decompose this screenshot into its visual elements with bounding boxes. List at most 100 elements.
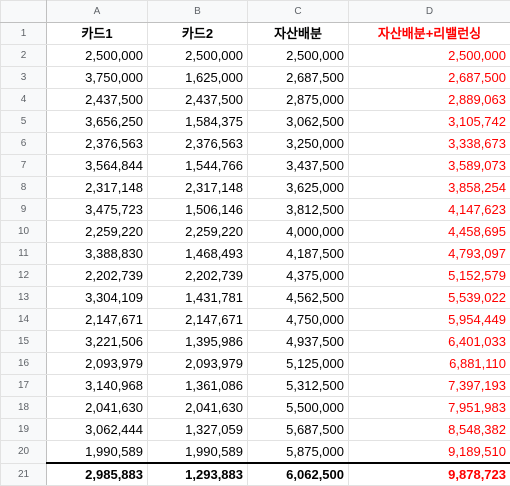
cell-allocation-rebalancing[interactable]: 2,889,063 <box>349 89 510 111</box>
cell-card1[interactable]: 3,062,444 <box>47 419 148 441</box>
row-header[interactable]: 13 <box>1 287 47 309</box>
cell-allocation[interactable]: 4,750,000 <box>248 309 349 331</box>
cell-card1[interactable]: 3,221,506 <box>47 331 148 353</box>
cell-card2[interactable]: 2,202,739 <box>148 265 248 287</box>
cell-card1[interactable]: 3,564,844 <box>47 155 148 177</box>
cell-allocation-rebalancing[interactable]: 6,881,110 <box>349 353 510 375</box>
cell-card2[interactable]: 2,376,563 <box>148 133 248 155</box>
cell-card2[interactable]: 1,431,781 <box>148 287 248 309</box>
row-header[interactable]: 21 <box>1 463 47 486</box>
cell-allocation-rebalancing[interactable]: 5,152,579 <box>349 265 510 287</box>
cell-allocation[interactable]: 4,187,500 <box>248 243 349 265</box>
row-header[interactable]: 16 <box>1 353 47 375</box>
row-header[interactable]: 5 <box>1 111 47 133</box>
cell-card2[interactable]: 2,500,000 <box>148 45 248 67</box>
cell-allocation[interactable]: 6,062,500 <box>248 463 349 486</box>
cell-allocation-rebalancing[interactable]: 9,878,723 <box>349 463 510 486</box>
cell-allocation[interactable]: 4,000,000 <box>248 221 349 243</box>
cell-card1[interactable]: 2,259,220 <box>47 221 148 243</box>
column-header-b[interactable]: B <box>148 1 248 23</box>
column-header-d[interactable]: D <box>349 1 510 23</box>
row-header[interactable]: 1 <box>1 23 47 45</box>
cell-card2[interactable]: 1,395,986 <box>148 331 248 353</box>
cell-allocation-rebalancing[interactable]: 4,147,623 <box>349 199 510 221</box>
row-header[interactable]: 10 <box>1 221 47 243</box>
row-header[interactable]: 9 <box>1 199 47 221</box>
cell-card2[interactable]: 1,506,146 <box>148 199 248 221</box>
row-header[interactable]: 3 <box>1 67 47 89</box>
cell-allocation-rebalancing[interactable]: 4,458,695 <box>349 221 510 243</box>
cell-card1[interactable]: 2,376,563 <box>47 133 148 155</box>
row-header[interactable]: 20 <box>1 441 47 464</box>
cell-card2[interactable]: 1,361,086 <box>148 375 248 397</box>
cell-allocation[interactable]: 2,687,500 <box>248 67 349 89</box>
cell-allocation[interactable]: 3,625,000 <box>248 177 349 199</box>
cell-allocation[interactable]: 3,250,000 <box>248 133 349 155</box>
cell-card1[interactable]: 2,500,000 <box>47 45 148 67</box>
cell-allocation[interactable]: 3,437,500 <box>248 155 349 177</box>
row-header[interactable]: 6 <box>1 133 47 155</box>
row-header[interactable]: 7 <box>1 155 47 177</box>
cell-card2[interactable]: 1,327,059 <box>148 419 248 441</box>
cell-allocation-rebalancing[interactable]: 7,397,193 <box>349 375 510 397</box>
cell-allocation-rebalancing[interactable]: 3,589,073 <box>349 155 510 177</box>
cell-allocation-rebalancing[interactable]: 3,338,673 <box>349 133 510 155</box>
cell-allocation-rebalancing[interactable]: 3,105,742 <box>349 111 510 133</box>
header-cell-allocation-rebalancing[interactable]: 자산배분+리밸런싱 <box>349 23 510 45</box>
cell-allocation-rebalancing[interactable]: 5,954,449 <box>349 309 510 331</box>
cell-card1[interactable]: 2,041,630 <box>47 397 148 419</box>
cell-card1[interactable]: 2,093,979 <box>47 353 148 375</box>
cell-allocation[interactable]: 4,375,000 <box>248 265 349 287</box>
cell-card2[interactable]: 2,317,148 <box>148 177 248 199</box>
row-header[interactable]: 18 <box>1 397 47 419</box>
cell-card1[interactable]: 3,656,250 <box>47 111 148 133</box>
cell-card2[interactable]: 2,093,979 <box>148 353 248 375</box>
cell-card1[interactable]: 3,304,109 <box>47 287 148 309</box>
cell-allocation-rebalancing[interactable]: 8,548,382 <box>349 419 510 441</box>
header-cell-card1[interactable]: 카드1 <box>47 23 148 45</box>
cell-allocation-rebalancing[interactable]: 9,189,510 <box>349 441 510 464</box>
cell-card1[interactable]: 3,750,000 <box>47 67 148 89</box>
cell-allocation[interactable]: 5,125,000 <box>248 353 349 375</box>
cell-card1[interactable]: 2,202,739 <box>47 265 148 287</box>
row-header[interactable]: 8 <box>1 177 47 199</box>
cell-card1[interactable]: 2,317,148 <box>47 177 148 199</box>
cell-allocation[interactable]: 5,875,000 <box>248 441 349 464</box>
cell-allocation[interactable]: 2,875,000 <box>248 89 349 111</box>
cell-allocation-rebalancing[interactable]: 2,500,000 <box>349 45 510 67</box>
cell-allocation[interactable]: 5,500,000 <box>248 397 349 419</box>
cell-allocation-rebalancing[interactable]: 6,401,033 <box>349 331 510 353</box>
cell-card2[interactable]: 1,468,493 <box>148 243 248 265</box>
cell-card1[interactable]: 2,985,883 <box>47 463 148 486</box>
cell-allocation[interactable]: 3,062,500 <box>248 111 349 133</box>
cell-allocation-rebalancing[interactable]: 2,687,500 <box>349 67 510 89</box>
cell-card1[interactable]: 3,140,968 <box>47 375 148 397</box>
row-header[interactable]: 12 <box>1 265 47 287</box>
row-header[interactable]: 14 <box>1 309 47 331</box>
row-header[interactable]: 4 <box>1 89 47 111</box>
cell-allocation[interactable]: 4,937,500 <box>248 331 349 353</box>
cell-allocation[interactable]: 3,812,500 <box>248 199 349 221</box>
cell-allocation-rebalancing[interactable]: 5,539,022 <box>349 287 510 309</box>
cell-allocation-rebalancing[interactable]: 7,951,983 <box>349 397 510 419</box>
cell-card2[interactable]: 2,041,630 <box>148 397 248 419</box>
cell-card1[interactable]: 3,388,830 <box>47 243 148 265</box>
cell-allocation[interactable]: 4,562,500 <box>248 287 349 309</box>
column-header-a[interactable]: A <box>47 1 148 23</box>
cell-allocation[interactable]: 5,312,500 <box>248 375 349 397</box>
cell-card2[interactable]: 1,625,000 <box>148 67 248 89</box>
row-header[interactable]: 17 <box>1 375 47 397</box>
row-header[interactable]: 11 <box>1 243 47 265</box>
cell-allocation-rebalancing[interactable]: 3,858,254 <box>349 177 510 199</box>
header-cell-card2[interactable]: 카드2 <box>148 23 248 45</box>
cell-card1[interactable]: 2,147,671 <box>47 309 148 331</box>
cell-card2[interactable]: 1,990,589 <box>148 441 248 464</box>
row-header[interactable]: 15 <box>1 331 47 353</box>
cell-allocation[interactable]: 5,687,500 <box>248 419 349 441</box>
cell-card2[interactable]: 1,544,766 <box>148 155 248 177</box>
cell-card2[interactable]: 1,293,883 <box>148 463 248 486</box>
cell-card2[interactable]: 2,259,220 <box>148 221 248 243</box>
cell-card1[interactable]: 2,437,500 <box>47 89 148 111</box>
cell-card2[interactable]: 2,437,500 <box>148 89 248 111</box>
row-header[interactable]: 19 <box>1 419 47 441</box>
